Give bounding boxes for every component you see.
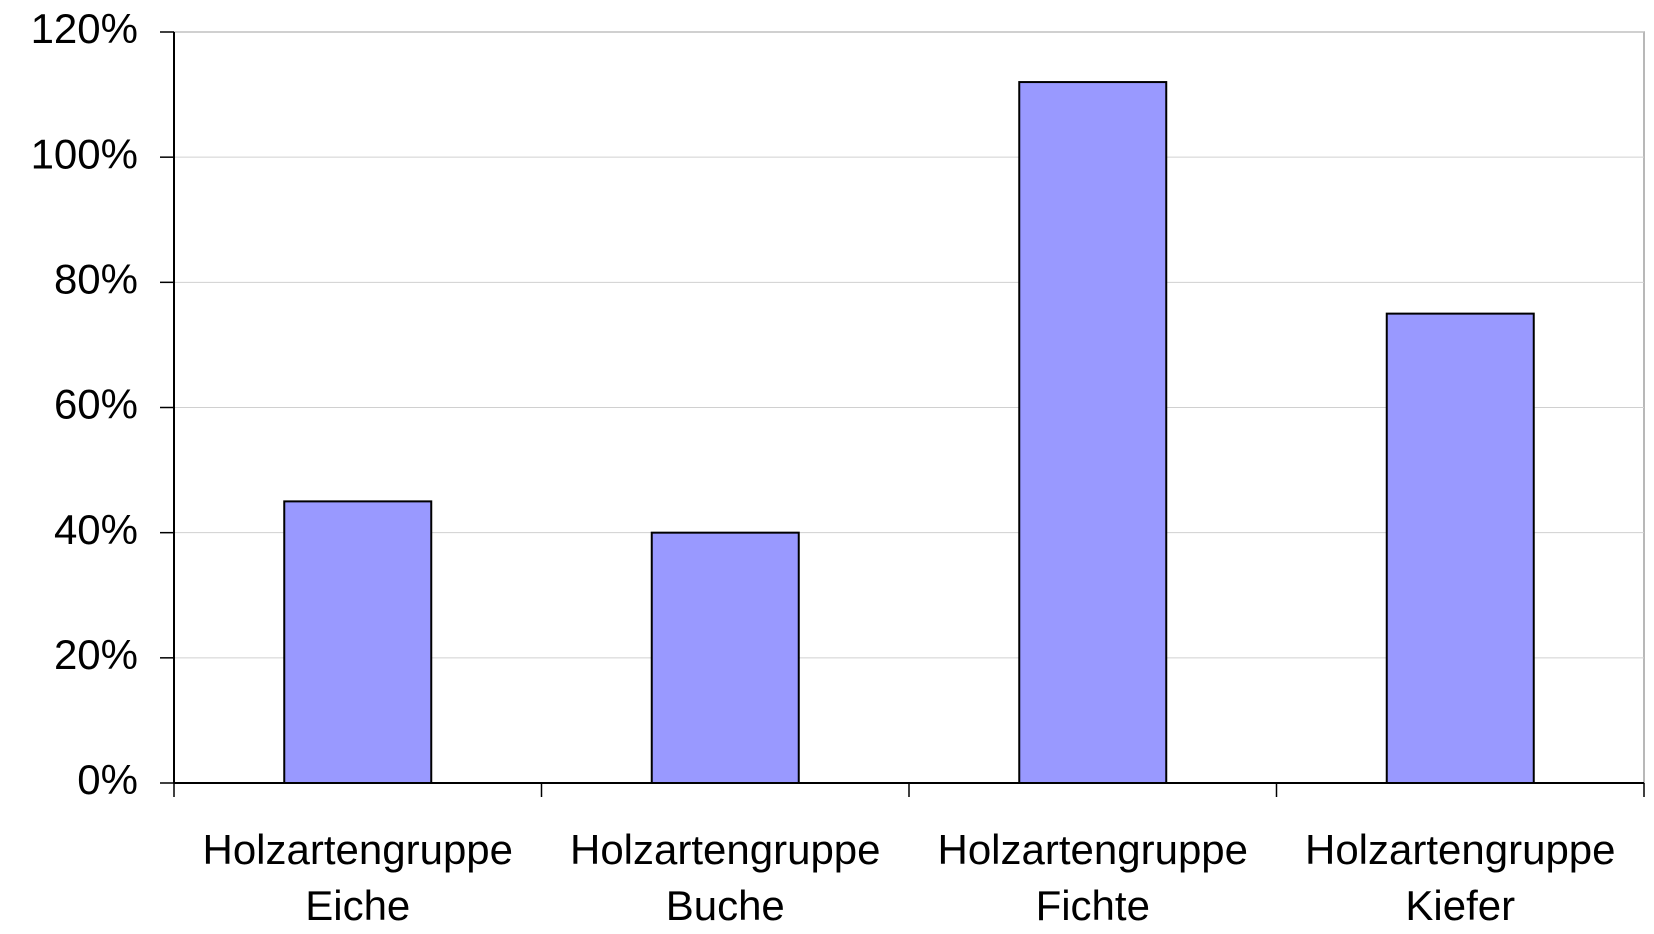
x-tick-label: Holzartengruppe Fichte	[937, 826, 1249, 929]
x-tick-label: Holzartengruppe Kiefer	[1304, 826, 1616, 929]
bar	[283, 500, 433, 784]
y-tick-label: 20%	[54, 631, 138, 678]
y-tick-label: 60%	[54, 381, 138, 428]
x-tick-label: Holzartengruppe Eiche	[202, 826, 514, 929]
y-tick-label: 0%	[77, 756, 138, 803]
bar	[650, 531, 800, 785]
y-tick-label: 120%	[31, 5, 138, 52]
x-tick-label: Holzartengruppe Buche	[569, 826, 881, 929]
bar	[1018, 81, 1168, 785]
bar	[1385, 312, 1535, 784]
y-tick-label: 100%	[31, 130, 138, 177]
y-tick-label: 80%	[54, 255, 138, 302]
y-tick-label: 40%	[54, 506, 138, 553]
